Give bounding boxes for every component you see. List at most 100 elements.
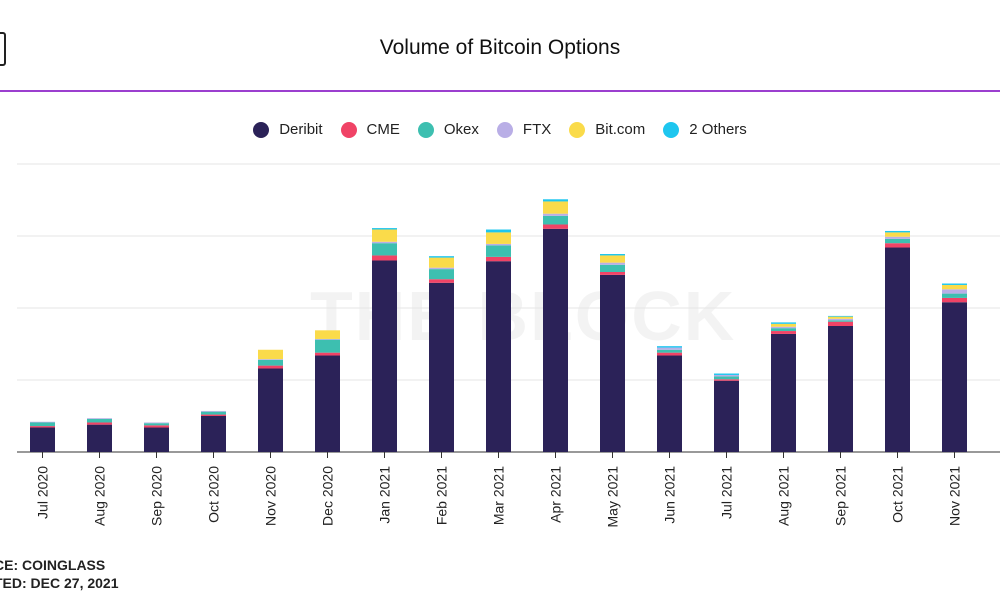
bar-segment-deribit[interactable] [486,261,511,452]
bar-segment-okex[interactable] [942,293,967,298]
bar-segment-ftx[interactable] [429,267,454,270]
bar-segment-deribit[interactable] [771,333,796,452]
bar-segment-bit-com[interactable] [885,232,910,237]
bar-segment-okex[interactable] [885,238,910,244]
legend-swatch [663,121,680,138]
bar-segment-ftx[interactable] [30,421,55,423]
bar-segment-okex[interactable] [600,264,625,272]
bar-segment-cme[interactable] [486,256,511,262]
legend-swatch [569,121,586,138]
bar-segment-deribit[interactable] [144,427,169,452]
bar-segment-cme[interactable] [372,255,397,261]
bar-segment-bit-com[interactable] [372,229,397,242]
bar-segment-cme[interactable] [315,352,340,356]
bar-segment-2-others[interactable] [885,230,910,233]
bar-segment-ftx[interactable] [372,241,397,244]
bar-segment-ftx[interactable] [942,289,967,294]
bar-segment-ftx[interactable] [828,318,853,321]
bar-segment-ftx[interactable] [600,262,625,265]
legend-item-deribit[interactable]: Deribit [253,121,323,138]
bar-segment-okex[interactable] [771,328,796,332]
bar-segment-bit-com[interactable] [486,232,511,244]
bar-segment-ftx[interactable] [543,213,568,216]
bar-segment-ftx[interactable] [771,326,796,329]
legend-item-2-others[interactable]: 2 Others [663,121,747,138]
bar-segment-deribit[interactable] [30,427,55,452]
bar-segment-cme[interactable] [657,352,682,356]
bar-segment-bit-com[interactable] [942,284,967,290]
x-tick-label: Sep 2021 [833,466,849,526]
bar-segment-deribit[interactable] [828,326,853,452]
bar-segment-cme[interactable] [429,279,454,283]
bar-segment-cme[interactable] [258,365,283,369]
bar-segment-deribit[interactable] [429,282,454,452]
bar-segment-cme[interactable] [714,379,739,381]
bar-segment-cme[interactable] [828,321,853,326]
bar-segment-bit-com[interactable] [258,349,283,360]
bar-segment-okex[interactable] [315,339,340,353]
bar-segment-deribit[interactable] [885,247,910,452]
bar-segment-2-others[interactable] [771,322,796,324]
bar-segment-okex[interactable] [657,349,682,353]
bar-segment-deribit[interactable] [600,274,625,452]
bar-segment-cme[interactable] [885,243,910,248]
bar-segment-deribit[interactable] [315,355,340,452]
bar-segment-ftx[interactable] [714,374,739,377]
bar-segment-deribit[interactable] [87,424,112,452]
bar-segment-deribit[interactable] [714,380,739,452]
legend-item-bit-com[interactable]: Bit.com [569,121,645,138]
bar-segment-bit-com[interactable] [315,330,340,339]
bar-segment-bit-com[interactable] [429,257,454,268]
bar-segment-cme[interactable] [87,422,112,425]
bar-segment-bit-com[interactable] [828,316,853,319]
bar-segment-2-others[interactable] [657,346,682,348]
bar-segment-2-others[interactable] [828,315,853,317]
legend-item-okex[interactable]: Okex [417,121,479,138]
bar-segment-okex[interactable] [714,376,739,380]
legend-item-ftx[interactable]: FTX [496,121,551,138]
bar-segment-2-others[interactable] [714,373,739,375]
bar-segment-okex[interactable] [144,423,169,426]
bar-segment-ftx[interactable] [144,422,169,424]
bar-segment-ftx[interactable] [258,359,283,360]
bar-segment-bit-com[interactable] [771,323,796,327]
bar-segment-cme[interactable] [771,331,796,334]
bar-segment-okex[interactable] [372,243,397,256]
bar-segment-ftx[interactable] [885,236,910,239]
bar-segment-ftx[interactable] [486,243,511,246]
bar-segment-bit-com[interactable] [543,201,568,214]
bar-segment-deribit[interactable] [942,302,967,452]
bar-segment-cme[interactable] [942,297,967,303]
bar-segment-ftx[interactable] [657,347,682,350]
bar-segment-ftx[interactable] [201,410,226,412]
bar-segment-2-others[interactable] [942,283,967,285]
bar-segment-cme[interactable] [543,224,568,229]
bar-segment-deribit[interactable] [258,368,283,452]
legend-swatch [496,121,513,138]
bar-segment-ftx[interactable] [87,418,112,419]
bar-segment-cme[interactable] [201,414,226,416]
bar-segment-2-others[interactable] [600,254,625,256]
bar-segment-bit-com[interactable] [600,255,625,263]
bar-segment-cme[interactable] [144,425,169,428]
bar-segment-2-others[interactable] [486,229,511,233]
bar-segment-cme[interactable] [30,426,55,428]
bar-segment-2-others[interactable] [429,256,454,258]
bar-segment-ftx[interactable] [315,338,340,340]
bar-segment-okex[interactable] [828,320,853,322]
bar-segment-deribit[interactable] [372,260,397,452]
bar-segment-okex[interactable] [30,422,55,427]
legend-item-cme[interactable]: CME [340,121,400,138]
bar-segment-okex[interactable] [543,215,568,225]
bar-segment-2-others[interactable] [543,199,568,202]
bar-segment-okex[interactable] [87,418,112,423]
bar-segment-okex[interactable] [201,411,226,415]
bar-segment-okex[interactable] [486,245,511,257]
bar-segment-2-others[interactable] [372,228,397,230]
bar-segment-deribit[interactable] [543,228,568,452]
bar-segment-cme[interactable] [600,272,625,275]
bar-segment-okex[interactable] [429,269,454,280]
bar-segment-deribit[interactable] [657,355,682,452]
bar-segment-deribit[interactable] [201,416,226,452]
bar-segment-okex[interactable] [258,359,283,366]
